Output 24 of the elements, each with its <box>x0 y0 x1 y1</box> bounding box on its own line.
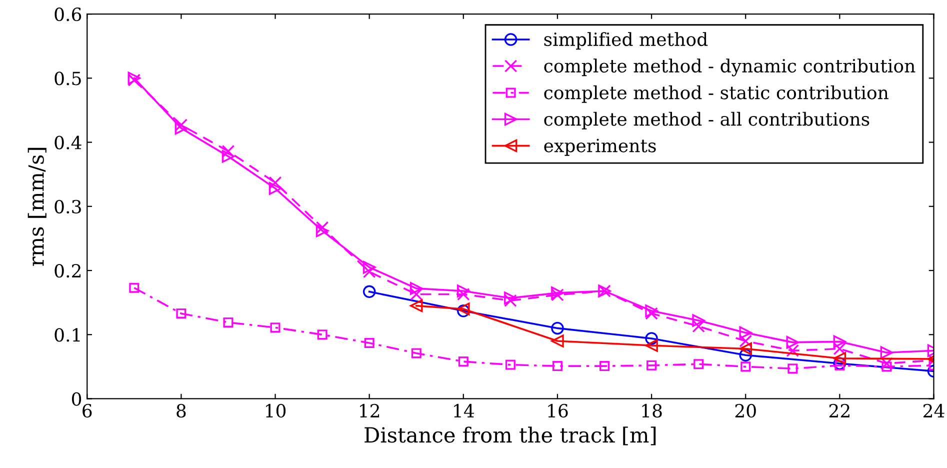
y-tick-label: 0.5 <box>54 72 81 86</box>
y-tick-label: 0.1 <box>54 328 80 342</box>
x-tick-label: 8 <box>176 404 186 418</box>
y-tick-label: 0.2 <box>54 264 80 278</box>
y-tick-label: 0.3 <box>54 200 81 214</box>
x-tick-label: 10 <box>266 404 286 418</box>
legend-label: complete method - dynamic contribution <box>544 58 916 76</box>
x-tick-label: 6 <box>82 404 92 418</box>
x-tick-label: 22 <box>829 404 850 418</box>
legend-label: complete method - static contribution <box>544 85 888 103</box>
x-axis-title: Distance from the track [m] <box>364 426 656 446</box>
y-axis-title: rms [mm/s] <box>28 148 46 266</box>
legend-label: complete method - all contributions <box>544 112 870 130</box>
legend-label: experiments <box>544 138 656 156</box>
x-tick-label: 24 <box>923 404 944 418</box>
y-tick-label: 0.4 <box>54 136 82 150</box>
x-tick-label: 16 <box>548 404 568 418</box>
x-tick-label: 12 <box>360 404 380 418</box>
x-tick-label: 18 <box>642 404 662 418</box>
x-tick-label: 14 <box>454 404 474 418</box>
y-tick-label: 0.6 <box>54 8 82 22</box>
legend-label: simplified method <box>544 32 708 50</box>
x-tick-label: 20 <box>735 404 756 418</box>
y-tick-label: 0 <box>72 392 82 406</box>
